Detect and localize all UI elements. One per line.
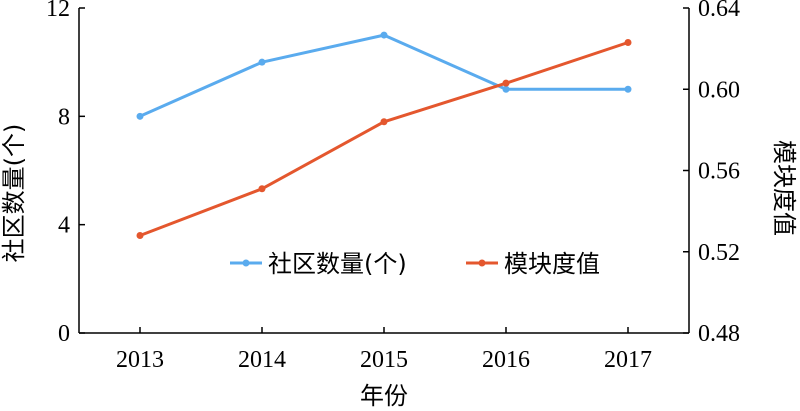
x-axis-label: 年份 [360, 382, 408, 410]
x-tick-label: 2017 [604, 347, 652, 373]
series-point-0 [136, 112, 144, 120]
series-point-1 [136, 232, 144, 239]
series-point-0 [502, 85, 510, 93]
series-point-1 [380, 118, 388, 126]
series-point-1 [502, 79, 510, 87]
legend-item-community-count: 社区数量(个) [230, 250, 407, 278]
series-point-0 [258, 58, 266, 66]
series [136, 31, 632, 239]
right-y-tick-label: 0.52 [698, 240, 740, 266]
right-y-tick-label: 0.60 [698, 77, 740, 103]
left-y-tick-label: 0 [58, 321, 70, 347]
series-point-0 [624, 85, 632, 93]
x-tick-label: 2016 [482, 347, 530, 373]
x-tick-label: 2013 [116, 347, 164, 373]
series-line-1 [139, 41, 629, 237]
legend: 社区数量(个) 模块度值 [230, 250, 600, 278]
legend-item-modularity: 模块度值 [466, 250, 600, 278]
right-y-tick-label: 0.56 [698, 159, 740, 185]
series-point-1 [624, 39, 632, 47]
series-line-0 [139, 33, 628, 118]
legend-label-community-count: 社区数量(个) [268, 250, 407, 278]
right-y-tick-label: 0.48 [698, 321, 740, 347]
series-point-1 [258, 185, 266, 193]
legend-marker-modularity [478, 259, 486, 267]
x-tick-label: 2015 [360, 347, 408, 373]
legend-label-modularity: 模块度值 [504, 250, 600, 278]
left-y-tick-label: 8 [58, 104, 70, 130]
series-point-0 [380, 31, 388, 39]
legend-marker-community-count [242, 259, 250, 267]
right-y-tick-label: 0.64 [698, 0, 740, 22]
left-y-tick-label: 12 [46, 0, 70, 22]
axes [78, 8, 690, 334]
y-axis-label-left: 社区数量(个) [0, 124, 28, 263]
x-tick-label: 2014 [238, 347, 286, 373]
left-y-tick-label: 4 [58, 213, 70, 239]
y-axis-label-right: 模块度值 [770, 140, 798, 236]
ticks: 0 4 8 12 0.48 0.52 0.56 0.60 0.64 2013 2014 2015 201… [46, 0, 740, 373]
